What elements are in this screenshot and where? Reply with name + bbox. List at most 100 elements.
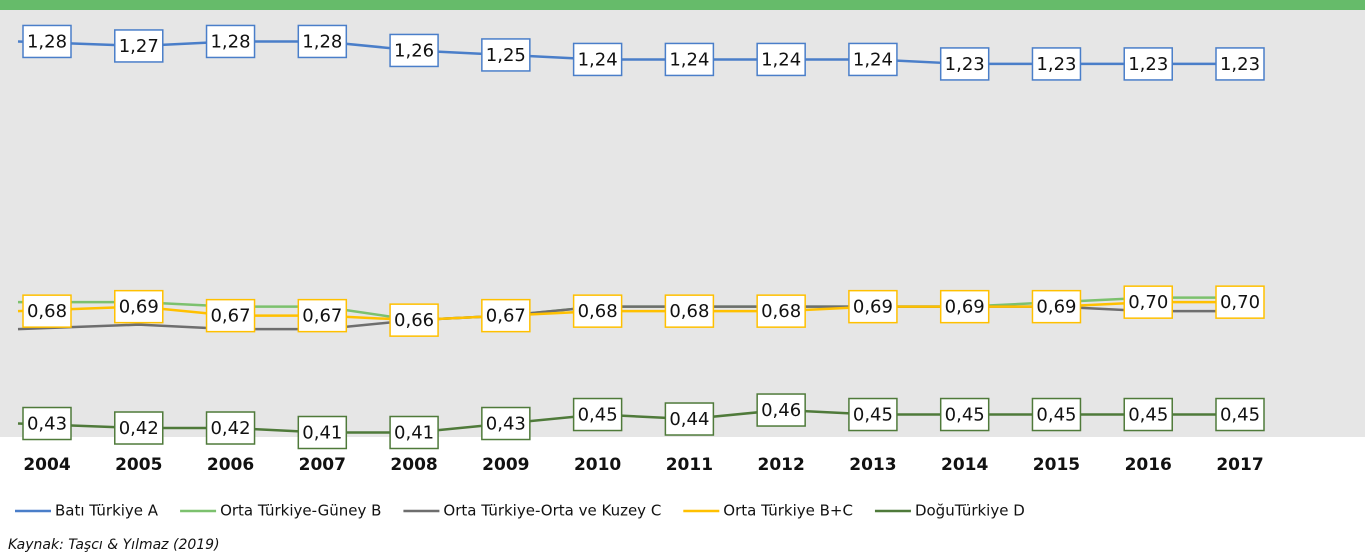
data-label-box (572, 397, 623, 432)
data-label: 0,43 (481, 406, 531, 441)
data-label-box (572, 42, 623, 77)
data-label: 0,42 (114, 411, 164, 445)
data-label-box (389, 33, 439, 68)
legend-label: Orta Türkiye-Orta ve Kuzey C (443, 502, 661, 520)
data-label: 1,24 (664, 42, 715, 77)
data-label: 1,28 (22, 24, 72, 59)
data-label-box (939, 397, 990, 432)
x-tick-label: 2014 (941, 455, 988, 475)
data-label-box (756, 393, 806, 427)
x-tick-label: 2017 (1216, 455, 1263, 475)
legend-label: DoğuTürkiye D (915, 502, 1025, 520)
data-label-text: 0,67 (210, 306, 250, 327)
x-tick-label: 2016 (1125, 455, 1172, 475)
data-label: 0,45 (848, 397, 898, 432)
data-label-text: 1,26 (394, 40, 434, 61)
data-label-text: 0,69 (1036, 297, 1076, 318)
data-label-box (1215, 285, 1265, 319)
x-tick-label: 2012 (757, 455, 804, 475)
data-label-box (756, 294, 806, 328)
data-label-text: 0,69 (853, 297, 893, 318)
data-label-text: 0,43 (27, 414, 67, 435)
data-label-box (756, 42, 806, 77)
data-label-text: 0,68 (669, 301, 709, 322)
data-label: 0,68 (664, 294, 715, 328)
data-label-box (572, 294, 623, 328)
data-label: 0,69 (939, 289, 990, 324)
data-label-text: 1,23 (945, 54, 985, 75)
data-label-box (389, 303, 439, 337)
data-label-box (848, 42, 898, 77)
data-label-text: 1,24 (578, 49, 618, 70)
data-label: 0,67 (481, 298, 531, 333)
data-label-box (22, 294, 72, 328)
data-label: 0,68 (572, 294, 623, 328)
data-label-box (22, 24, 72, 59)
data-label-box (1123, 397, 1173, 432)
data-label-text: 1,24 (761, 49, 801, 70)
data-label-text: 1,28 (302, 31, 342, 52)
data-label-text: 0,45 (1220, 405, 1260, 426)
data-label-box (297, 415, 348, 450)
data-label-text: 0,41 (302, 423, 342, 444)
data-label-box (664, 294, 715, 328)
data-label: 0,69 (114, 289, 164, 324)
data-label-box (1031, 47, 1082, 81)
data-label-box (1123, 47, 1173, 81)
data-label-text: 0,42 (119, 418, 159, 439)
data-label-box (1215, 397, 1265, 432)
data-label-text: 0,68 (761, 301, 801, 322)
x-tick-label: 2011 (666, 455, 713, 475)
data-label: 1,27 (114, 29, 164, 63)
data-label-box (114, 411, 164, 445)
data-label-text: 1,24 (853, 49, 893, 70)
data-label-box (1215, 47, 1265, 81)
data-label-box (389, 415, 439, 450)
data-label: 1,24 (572, 42, 623, 77)
data-label-box (205, 24, 256, 59)
data-label: 0,67 (297, 298, 348, 333)
data-label-text: 0,46 (761, 400, 801, 421)
data-label-box (1031, 289, 1082, 324)
data-label-box (205, 411, 256, 445)
data-label: 0,45 (572, 397, 623, 432)
data-label-box (939, 47, 990, 81)
legend-label: Batı Türkiye A (55, 502, 159, 520)
data-label-box (481, 406, 531, 441)
data-label: 0,67 (205, 298, 256, 333)
data-label-text: 0,68 (578, 301, 618, 322)
data-label: 1,28 (205, 24, 256, 59)
data-label: 1,24 (848, 42, 898, 77)
data-label: 0,44 (664, 402, 715, 436)
data-label-box (848, 397, 898, 432)
data-label-text: 0,70 (1128, 292, 1168, 313)
source: Kaynak: Taşcı & Yılmaz (2019) (8, 537, 220, 553)
x-tick-label: 2006 (207, 455, 254, 475)
data-label: 0,45 (1215, 397, 1265, 432)
x-tick-label: 2004 (23, 455, 70, 475)
data-label-text: 0,45 (853, 405, 893, 426)
data-label-box (939, 289, 990, 324)
data-label-text: 1,23 (1036, 54, 1076, 75)
x-tick-label: 2013 (849, 455, 896, 475)
data-label-text: 0,69 (119, 297, 159, 318)
data-label: 1,23 (939, 47, 990, 81)
data-label-text: 0,68 (27, 301, 67, 322)
data-label-text: 0,45 (578, 405, 618, 426)
data-label: 1,23 (1123, 47, 1173, 81)
data-label-text: 0,44 (669, 409, 709, 430)
data-label: 0,66 (389, 303, 439, 337)
data-label: 0,42 (205, 411, 256, 445)
data-label: 1,26 (389, 33, 439, 68)
data-label-text: 1,28 (210, 31, 250, 52)
data-label-text: 0,45 (1128, 405, 1168, 426)
data-label: 0,45 (1031, 397, 1082, 432)
data-label-text: 0,45 (945, 405, 985, 426)
data-label-box (297, 24, 348, 59)
data-label-text: 1,23 (1128, 54, 1168, 75)
data-label: 1,24 (756, 42, 806, 77)
data-label-text: 0,67 (302, 306, 342, 327)
data-label-box (481, 38, 531, 72)
data-label: 0,68 (22, 294, 72, 328)
